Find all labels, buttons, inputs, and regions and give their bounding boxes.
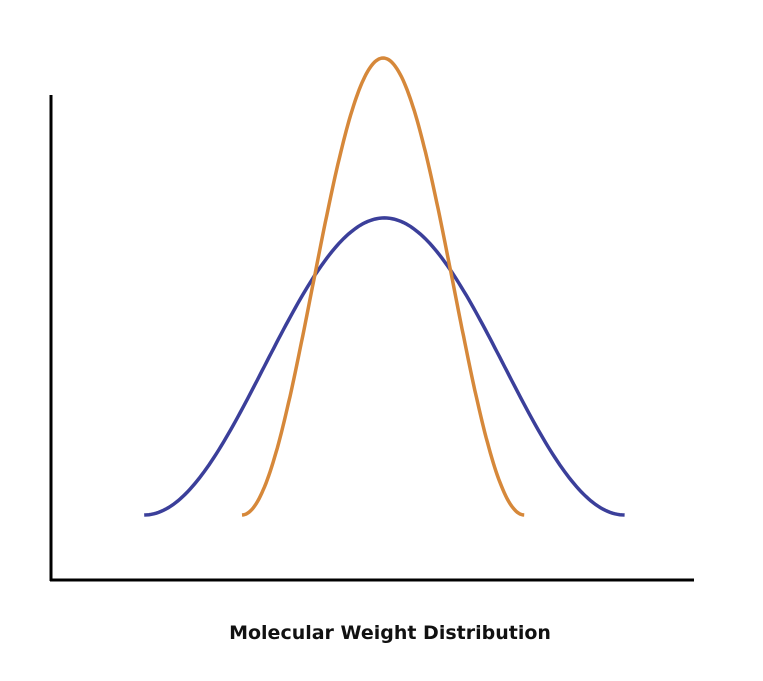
series-line-2 <box>241 56 525 517</box>
series-line-1 <box>144 216 625 517</box>
x-axis-label: Molecular Weight Distribution <box>229 622 551 644</box>
